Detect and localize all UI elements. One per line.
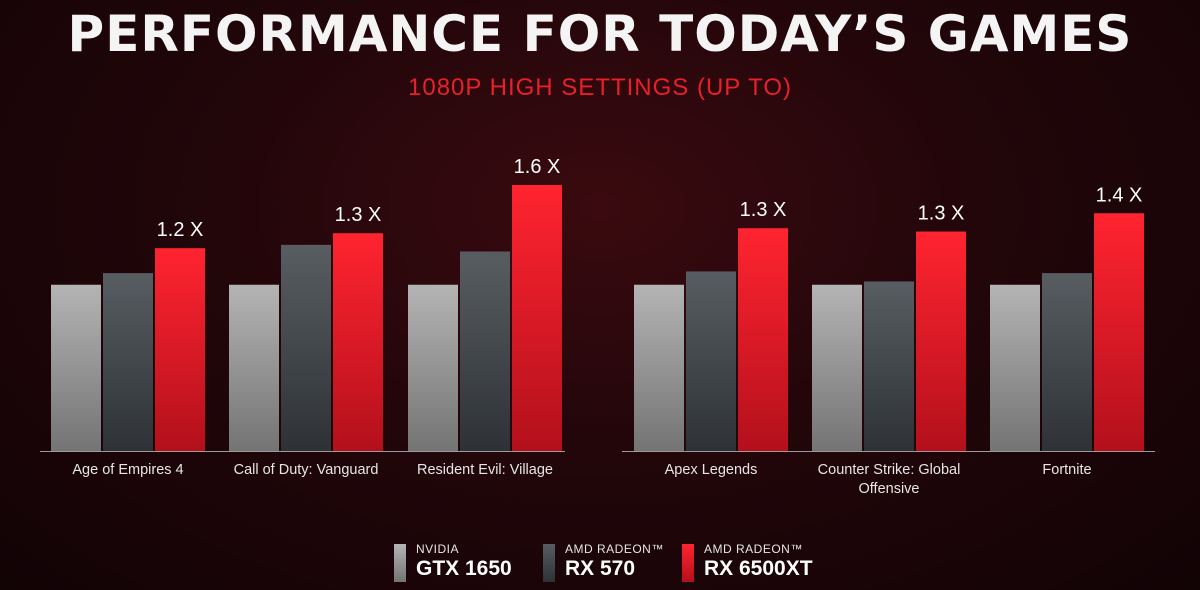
page-title: PERFORMANCE FOR TODAY’S GAMES [67, 5, 1133, 63]
data-label: 1.4 X [1096, 184, 1143, 206]
bar-gtx1650 [229, 284, 279, 451]
bar-gtx1650 [812, 284, 862, 451]
bar-rx6500xt [916, 231, 966, 451]
page-subtitle: 1080P HIGH SETTINGS (UP TO) [408, 74, 792, 101]
bar-gtx1650 [408, 284, 458, 451]
category-label: Resident Evil: Village [417, 462, 553, 478]
category-label: Apex Legends [665, 462, 758, 478]
bar-gtx1650 [990, 284, 1040, 451]
legend-maker: NVIDIA [416, 542, 460, 556]
bar-rx6500xt [738, 228, 788, 451]
legend-model: GTX 1650 [416, 557, 512, 580]
bar-rx6500xt [512, 185, 562, 451]
bar-rx570 [460, 251, 510, 451]
bar-rx570 [1042, 273, 1092, 451]
legend-model: RX 6500XT [704, 557, 813, 580]
data-label: 1.3 X [335, 204, 382, 226]
data-label: 1.3 X [918, 203, 965, 225]
bar-rx6500xt [333, 233, 383, 451]
bar-rx570 [686, 271, 736, 451]
category-label: Call of Duty: Vanguard [234, 462, 379, 478]
category-label: Fortnite [1042, 462, 1091, 478]
legend-maker: AMD RADEON™ [704, 542, 803, 556]
legend-maker: AMD RADEON™ [565, 542, 664, 556]
category-label: Counter Strike: Global Offensive [818, 462, 961, 497]
legend-model: RX 570 [565, 557, 636, 580]
legend-swatch [682, 544, 694, 582]
data-label: 1.3 X [740, 199, 787, 221]
bar-gtx1650 [51, 284, 101, 451]
bar-rx6500xt [155, 248, 205, 451]
bar-rx570 [864, 281, 914, 451]
bar-rx570 [103, 273, 153, 451]
data-label: 1.6 X [514, 156, 561, 178]
legend-swatch [543, 544, 555, 582]
bar-rx570 [281, 244, 331, 451]
data-label: 1.2 X [157, 219, 204, 241]
legend-swatch [394, 544, 406, 582]
bar-rx6500xt [1094, 213, 1144, 451]
bar-gtx1650 [634, 284, 684, 451]
category-label: Age of Empires 4 [72, 462, 183, 478]
